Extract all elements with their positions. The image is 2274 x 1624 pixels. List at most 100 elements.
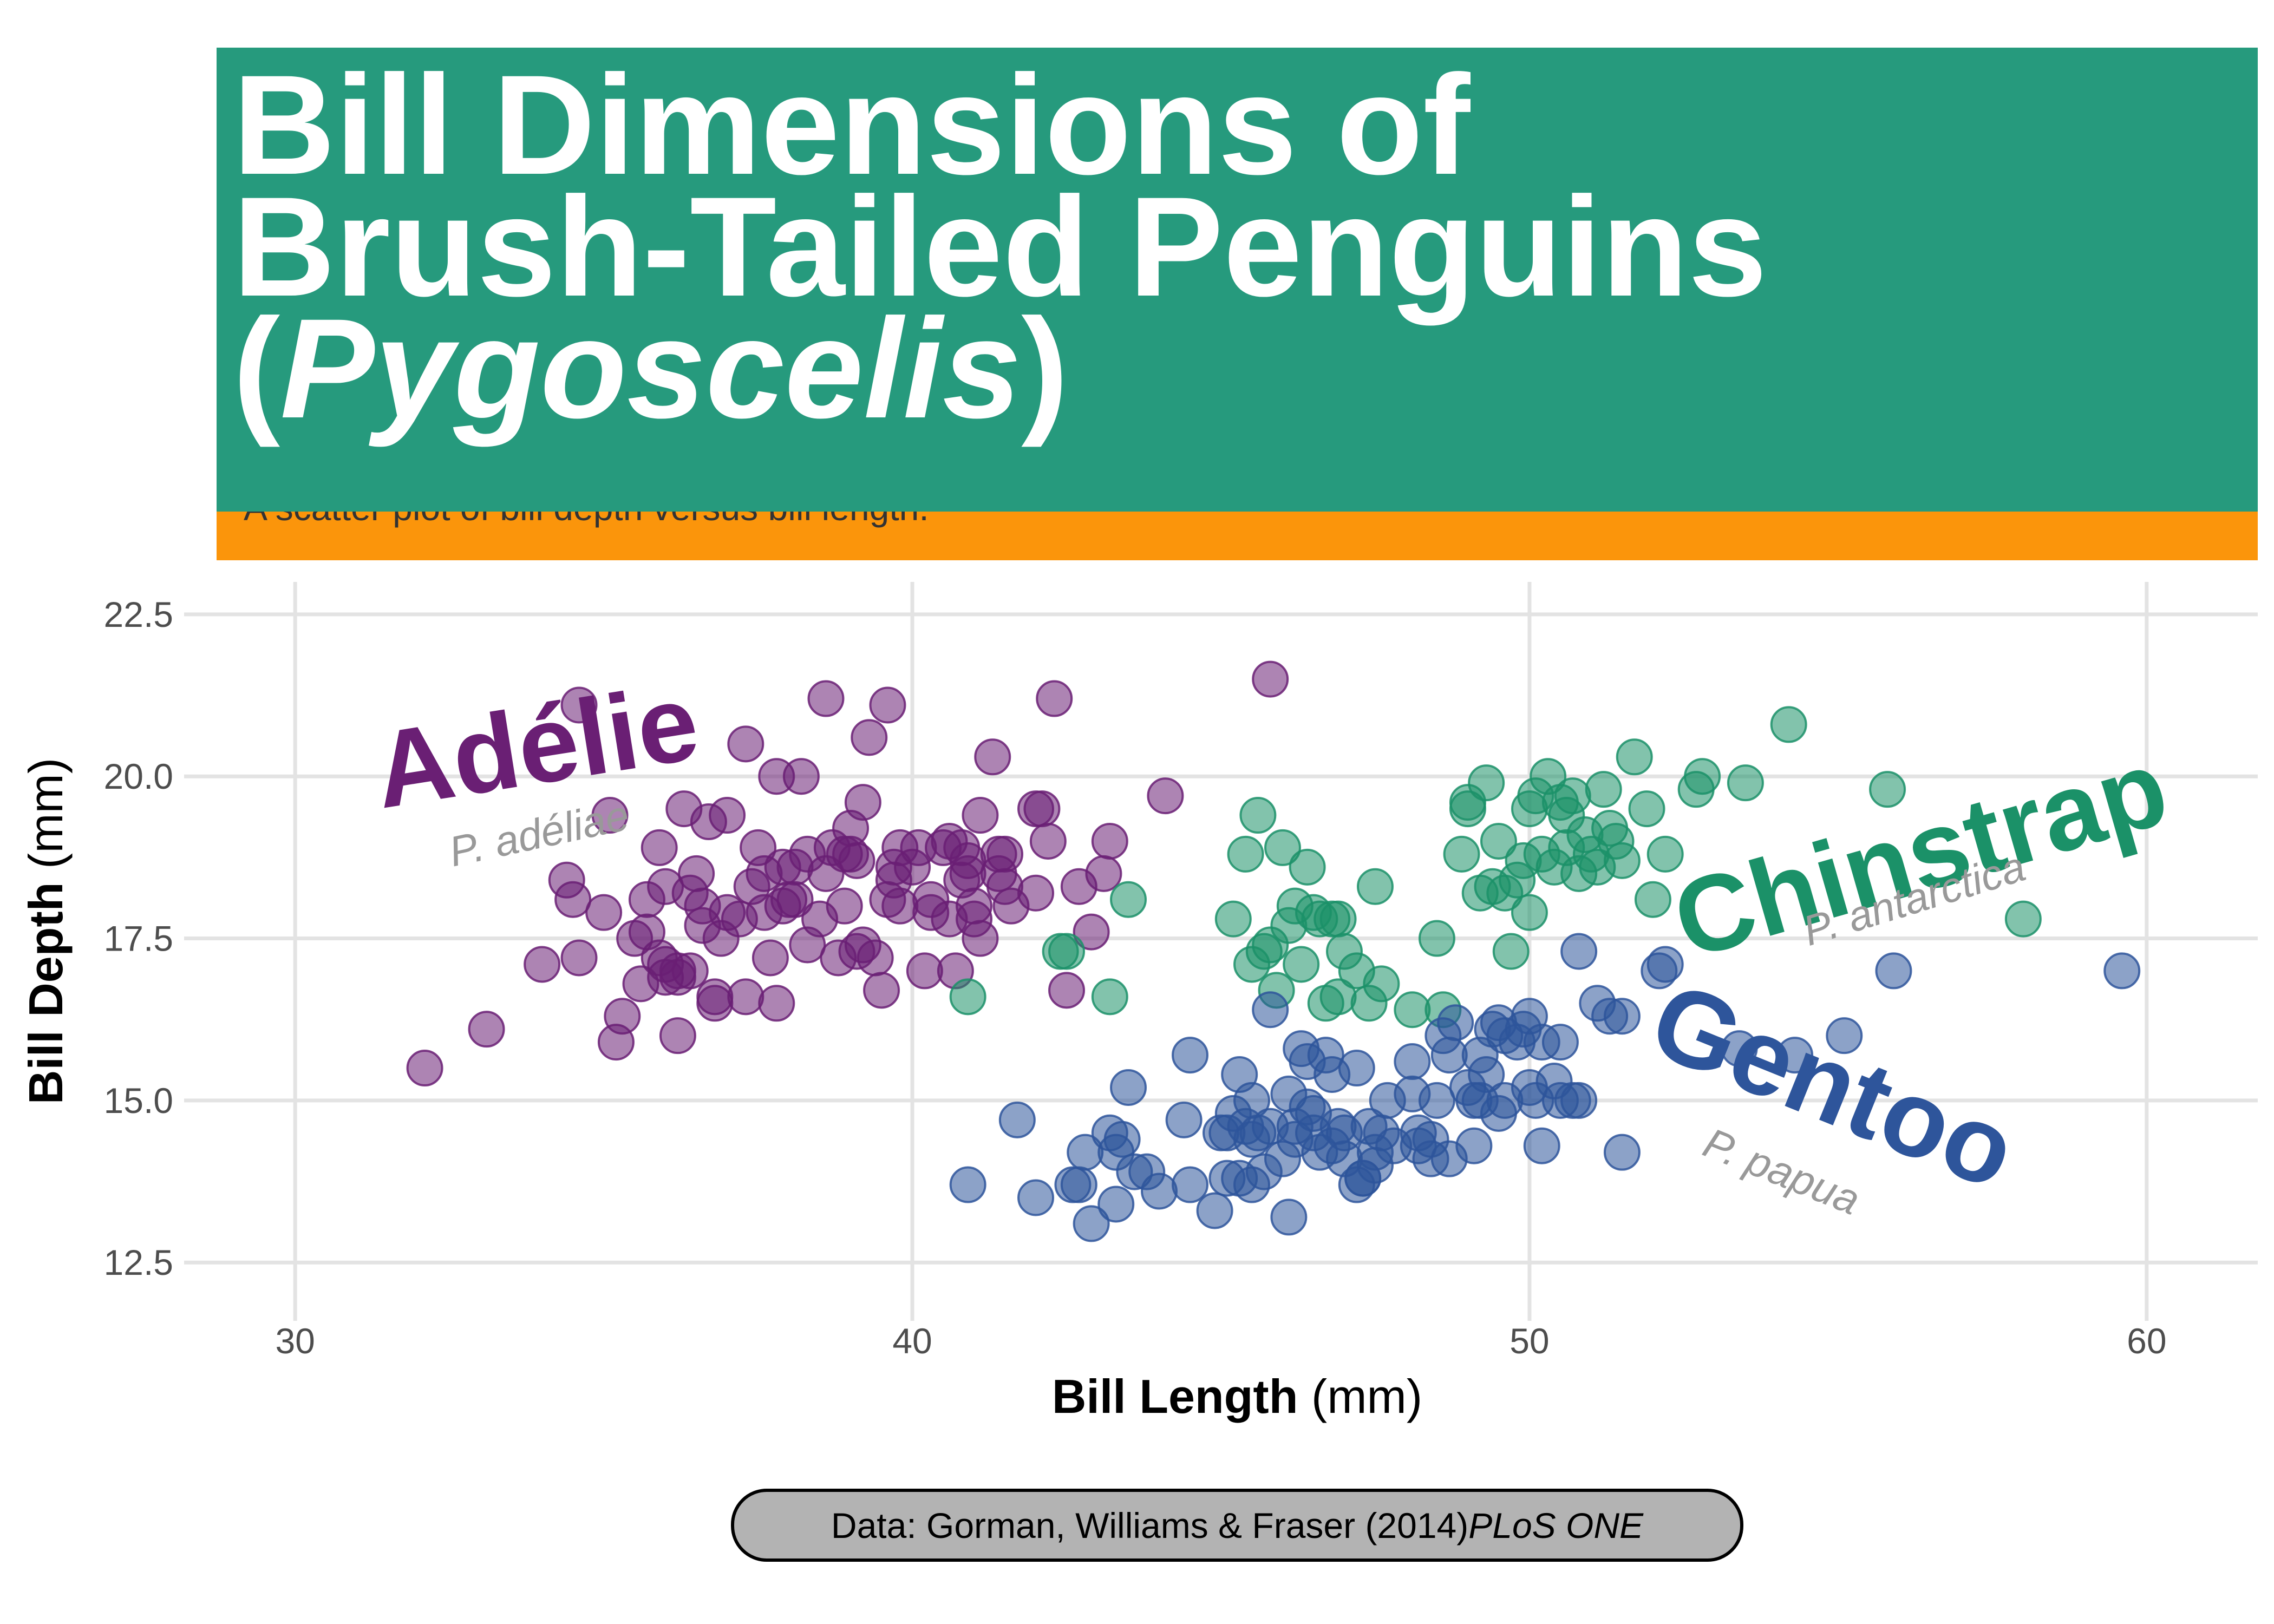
species-label: Chinstrap [1661, 726, 2180, 982]
data-point [1295, 1114, 1332, 1151]
title-line-1: Bill Dimensions of [233, 45, 1471, 204]
x-tick-label: 60 [2127, 1321, 2166, 1361]
data-point [1480, 822, 1517, 860]
data-point [696, 978, 734, 1016]
y-tick-label: 20.0 [104, 756, 173, 796]
data-point [1060, 1166, 1097, 1203]
data-point [585, 894, 623, 931]
data-point [1560, 933, 1598, 970]
title-paren-close: ) [1021, 289, 1069, 448]
title-line-2: Brush-Tailed Penguins [233, 167, 1767, 326]
data-point [1085, 855, 1122, 892]
data-point [560, 686, 598, 724]
data-point [962, 797, 999, 834]
data-point [591, 797, 629, 834]
y-tick-label: 12.5 [104, 1242, 173, 1282]
y-tick-label: 17.5 [104, 919, 173, 959]
x-tick-label: 30 [275, 1321, 315, 1361]
data-point [1172, 1166, 1209, 1203]
data-point [1684, 758, 1721, 795]
data-point [1492, 933, 1530, 970]
data-point [1252, 926, 1289, 964]
data-point [1017, 874, 1055, 912]
data-point [881, 887, 919, 925]
data-point [1356, 868, 1394, 905]
data-point [1325, 1140, 1363, 1177]
chart-title: Bill Dimensions of Brush-Tailed Penguins… [233, 45, 1767, 440]
data-point [1264, 1140, 1301, 1177]
data-point [943, 861, 981, 899]
caption-journal: PLoS ONE [1468, 1505, 1644, 1546]
caption-prefix: Data: Gorman, Williams & Fraser (2014) [831, 1505, 1469, 1546]
data-point [1172, 1037, 1209, 1074]
series-chinstrap [949, 706, 2042, 1029]
data-point [838, 842, 875, 879]
y-axis-title-unit: (mm) [19, 758, 73, 882]
series-adlie [406, 660, 1289, 1087]
data-point [2004, 900, 2042, 938]
data-point [1097, 1134, 1135, 1171]
data-point [851, 719, 888, 756]
y-axis-title: Bill Depth (mm) [19, 758, 73, 1104]
data-point [1196, 1192, 1233, 1229]
data-point [1252, 660, 1289, 698]
data-source-caption: Data: Gorman, Williams & Fraser (2014) P… [731, 1489, 1743, 1562]
data-point [1560, 1082, 1598, 1119]
data-point [1073, 1205, 1110, 1242]
data-point [727, 978, 764, 1016]
y-axis-title-bold: Bill Depth [19, 882, 73, 1105]
data-point [1579, 848, 1616, 886]
title-band [217, 48, 2258, 512]
data-point [1270, 1199, 1308, 1236]
data-point [1233, 1166, 1270, 1203]
data-point [949, 978, 986, 1016]
data-point [1165, 1101, 1203, 1138]
data-point [727, 725, 764, 763]
data-point [1430, 1140, 1468, 1177]
data-point [1418, 920, 1455, 957]
series-gentoo [949, 933, 2141, 1242]
data-point [1307, 1037, 1344, 1074]
data-point [1776, 1037, 1814, 1074]
x-tick-label: 50 [1510, 1321, 1549, 1361]
species-label: Adélie [367, 661, 707, 831]
data-point [641, 939, 678, 977]
data-point [1029, 822, 1067, 860]
data-point [1474, 868, 1511, 905]
data-point [1548, 829, 1585, 866]
x-tick-label: 40 [892, 1321, 932, 1361]
y-tick-label: 22.5 [104, 594, 173, 634]
data-point [1338, 952, 1375, 990]
data-point [1727, 764, 1764, 802]
data-point [1091, 822, 1128, 860]
data-point [1770, 706, 1807, 743]
data-point [980, 835, 1017, 873]
data-point [949, 1166, 986, 1203]
data-point [807, 680, 845, 717]
data-point [1523, 1024, 1560, 1061]
data-point [1048, 933, 1086, 970]
data-point [1603, 1134, 1641, 1171]
data-point [758, 985, 795, 1022]
data-point [1319, 900, 1357, 938]
data-point [764, 887, 801, 925]
data-point [560, 939, 598, 977]
data-point [1523, 1127, 1560, 1164]
data-point [1449, 790, 1486, 828]
data-point [1141, 1173, 1178, 1210]
data-point [733, 868, 770, 905]
data-point [1616, 738, 1653, 776]
data-point [1073, 913, 1110, 951]
tick-labels: 30 40 50 60 12.5 15.0 17.5 20.0 22.5 [104, 594, 2167, 1361]
data-point [1511, 894, 1548, 931]
data-point [1646, 946, 1684, 983]
data-point [647, 868, 684, 905]
data-point [789, 835, 826, 873]
data-point [1110, 1069, 1147, 1106]
data-point [1443, 835, 1480, 873]
data-point [1110, 881, 1147, 918]
data-point [1147, 777, 1184, 815]
data-point [832, 810, 870, 847]
x-axis-title-unit: (mm) [1298, 1370, 1422, 1423]
